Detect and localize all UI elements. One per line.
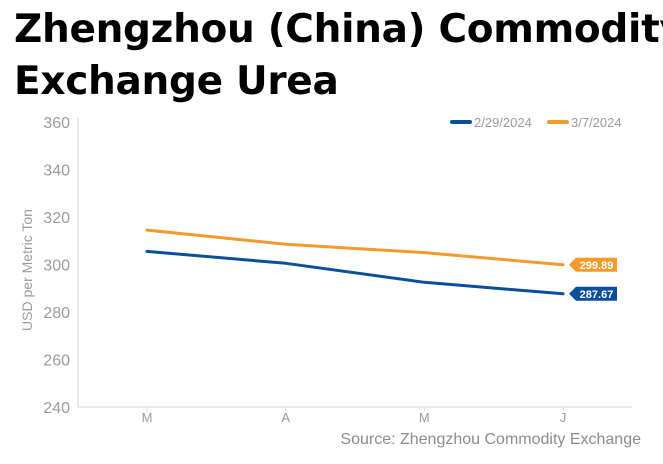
y-tick-label: 260 [43, 353, 70, 370]
end-value-label: 287.67 [580, 289, 614, 301]
series-line-2 [145, 228, 565, 267]
end-value-label: 299.89 [580, 260, 614, 272]
y-tick-label: 320 [43, 210, 70, 227]
chart-title: Zhengzhou (China) Commodity Exchange Ure… [14, 4, 663, 108]
series-line-1 [145, 249, 565, 296]
y-tick-label: 300 [43, 258, 70, 275]
legend-label: 3/7/2024 [571, 115, 622, 130]
x-tick-label: M [142, 410, 153, 425]
legend: 2/29/2024 3/7/2024 [450, 115, 622, 130]
y-axis-label: USD per Metric Ton [19, 209, 35, 331]
chart-title-line-2: Exchange Urea [14, 59, 339, 104]
x-tick-label: A [281, 410, 290, 425]
x-tick-label: M [419, 410, 430, 425]
y-tick-label: 240 [43, 400, 70, 417]
x-tick-label: J [560, 410, 567, 425]
y-tick-label: 340 [43, 163, 70, 180]
legend-label: 2/29/2024 [474, 115, 532, 130]
chart-title-line-1: Zhengzhou (China) Commodity [14, 7, 663, 52]
y-axis: 240 260 280 300 320 340 360 [43, 115, 79, 417]
end-label-tag [569, 286, 617, 301]
y-tick-label: 280 [43, 305, 70, 322]
end-label-tag [569, 257, 617, 272]
y-tick-label: 360 [43, 115, 70, 132]
series-group: 287.67 299.89 [145, 228, 617, 301]
source-note: Source: Zhengzhou Commodity Exchange [340, 431, 641, 448]
